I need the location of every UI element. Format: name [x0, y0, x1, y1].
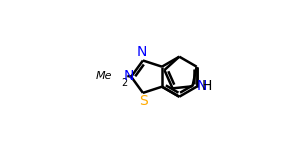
- Text: N: N: [137, 45, 147, 59]
- Text: 2: 2: [121, 78, 127, 88]
- Text: Me: Me: [95, 71, 112, 81]
- Text: H: H: [202, 79, 212, 93]
- Text: N: N: [196, 79, 207, 93]
- Text: N: N: [123, 69, 134, 83]
- Text: S: S: [139, 94, 148, 108]
